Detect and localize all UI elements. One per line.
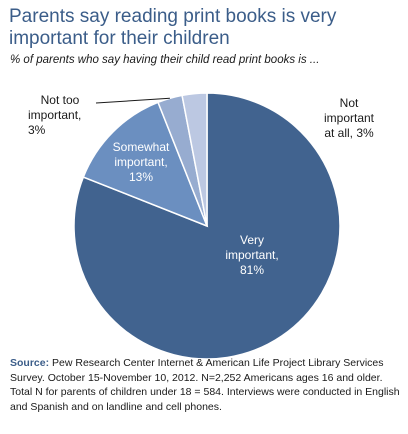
leader-line — [95, 97, 170, 104]
chart-title: Parents say reading print books is very … — [9, 6, 337, 49]
label-somewhat-important: Somewhat important, 13% — [112, 140, 170, 184]
chart-subtitle: % of parents who say having their child … — [10, 54, 320, 66]
label-very-important: Very important, 81% — [225, 233, 279, 277]
source-label: Source: — [10, 357, 50, 369]
label-not-important-at-all: Not important at all, 3% — [323, 96, 375, 140]
slice-not-important-at-all — [181, 92, 208, 227]
slice-somewhat-important — [82, 101, 209, 228]
source-note: Source: Pew Research Center Internet & A… — [10, 356, 402, 414]
label-not-too-important: Not too important, 3% — [28, 93, 82, 137]
source-text: Pew Research Center Internet & American … — [10, 357, 400, 413]
